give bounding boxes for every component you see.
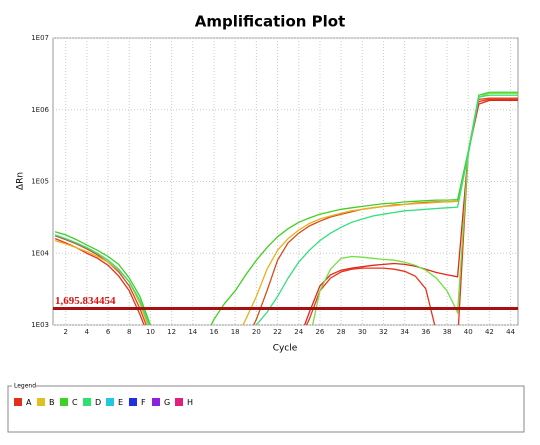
y-tick-label: 1E07 [31,34,49,42]
legend-frame [7,385,525,433]
amplification-curve [311,92,518,325]
legend-swatch [152,398,160,406]
x-tick-label: 30 [358,328,367,336]
x-tick-label: 20 [252,328,261,336]
legend-label: F [141,398,146,407]
x-tick-label: 24 [294,328,303,336]
y-tick-label: 1E06 [31,106,49,114]
x-axis-label: Cycle [273,344,298,354]
threshold-label: 1,695.834454 [55,295,116,307]
x-tick-label: 12 [167,328,176,336]
x-tick-label: 22 [273,328,282,336]
legend-label: A [26,398,32,407]
legend-title: Legend [14,383,36,390]
x-tick-label: 26 [315,328,324,336]
x-tick-label: 40 [464,328,473,336]
chart-title: Amplification Plot [195,13,346,31]
legend-swatch [129,398,137,406]
plot-lines [54,91,518,325]
x-tick-label: 38 [443,328,452,336]
x-tick-label: 34 [400,328,409,336]
legend-label: D [95,398,101,407]
x-tick-label: 8 [127,328,131,336]
legend-swatch [175,398,183,406]
x-tick-label: 4 [85,328,90,336]
legend-label: G [164,398,170,407]
x-tick-label: 28 [337,328,346,336]
amplification-curve [303,99,518,325]
legend-swatch [60,398,68,406]
legend-title-bg [12,383,36,389]
legend-label: E [118,398,123,407]
legend-swatch [37,398,45,406]
x-tick-label: 10 [146,328,155,336]
legend-swatch [14,398,22,406]
y-tick-label: 1E05 [31,178,49,186]
x-tick-label: 6 [106,328,111,336]
x-tick-label: 16 [210,328,219,336]
legend-swatch [106,398,114,406]
x-tick-label: 44 [506,328,515,336]
x-tick-label: 18 [231,328,240,336]
y-axis-label: ΔRn [16,172,26,190]
legend-label: H [187,398,193,407]
legend-label: B [49,398,55,407]
x-tick-label: 32 [379,328,388,336]
x-tick-label: 14 [188,328,197,336]
x-tick-label: 2 [63,328,67,336]
legend-label: C [72,398,78,407]
y-tick-label: 1E04 [31,249,49,257]
amplification-curve [54,94,518,325]
x-tick-label: 42 [485,328,494,336]
legend-swatch [83,398,91,406]
y-tick-label: 1E03 [31,321,49,329]
x-tick-label: 36 [421,328,430,336]
